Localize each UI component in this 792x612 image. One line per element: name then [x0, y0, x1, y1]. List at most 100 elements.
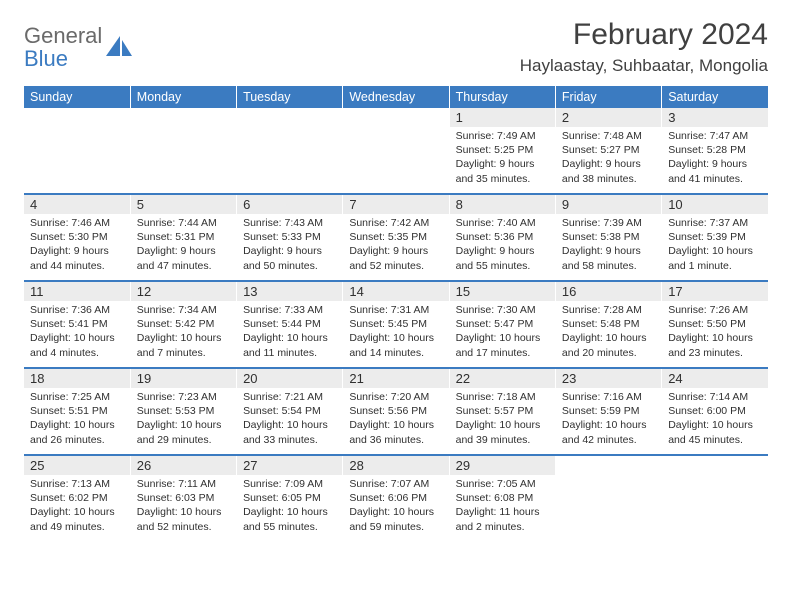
day-number: 21: [343, 369, 448, 388]
day-info: Sunrise: 7:31 AMSunset: 5:45 PMDaylight:…: [349, 303, 442, 360]
day-info: Sunrise: 7:46 AMSunset: 5:30 PMDaylight:…: [30, 216, 124, 273]
day-cell: 28Sunrise: 7:07 AMSunset: 6:06 PMDayligh…: [343, 456, 449, 542]
day-number: 10: [662, 195, 768, 214]
day-info: Sunrise: 7:20 AMSunset: 5:56 PMDaylight:…: [349, 390, 442, 447]
day-info: Sunrise: 7:36 AMSunset: 5:41 PMDaylight:…: [30, 303, 124, 360]
empty-cell: [343, 108, 449, 194]
logo-line1: General: [24, 23, 102, 48]
day-number: 16: [556, 282, 661, 301]
calendar-body: 1 Sunrise: 7:49 AMSunset: 5:25 PMDaylight…: [24, 108, 768, 542]
day-number: 2: [556, 108, 661, 127]
day-info: Sunrise: 7:13 AMSunset: 6:02 PMDaylight:…: [30, 477, 124, 534]
location: Haylaastay, Suhbaatar, Mongolia: [520, 56, 768, 76]
day-info: Sunrise: 7:44 AMSunset: 5:31 PMDaylight:…: [137, 216, 230, 273]
day-cell: 17 Sunrise: 7:26 AMSunset: 5:50 PMDayligh…: [662, 282, 768, 368]
day-info: Sunrise: 7:42 AMSunset: 5:35 PMDaylight:…: [349, 216, 442, 273]
weekday-header: Friday: [555, 86, 661, 108]
day-number: 18: [24, 369, 130, 388]
day-info: Sunrise: 7:05 AMSunset: 6:08 PMDaylight:…: [456, 477, 549, 534]
day-cell: 26 Sunrise: 7:11 AMSunset: 6:03 PMDayligh…: [130, 456, 236, 542]
logo-sail-icon: [104, 34, 134, 60]
day-number: 17: [662, 282, 768, 301]
day-info: Sunrise: 7:48 AMSunset: 5:27 PMDaylight:…: [562, 129, 655, 186]
day-info: Sunrise: 7:14 AMSunset: 6:00 PMDaylight:…: [668, 390, 762, 447]
day-number: 26: [131, 456, 236, 475]
day-number: 1: [450, 108, 555, 127]
day-cell: 4Sunrise: 7:46 AMSunset: 5:30 PMDaylight…: [24, 195, 130, 281]
day-cell: 25 Sunrise: 7:13 AMSunset: 6:02 PMDayligh…: [24, 456, 130, 542]
calendar-page: General Blue February 2024 Haylaastay, S…: [0, 0, 792, 612]
day-info: Sunrise: 7:18 AMSunset: 5:57 PMDaylight:…: [456, 390, 549, 447]
day-info: Sunrise: 7:09 AMSunset: 6:05 PMDaylight:…: [243, 477, 336, 534]
day-info: Sunrise: 7:39 AMSunset: 5:38 PMDaylight:…: [562, 216, 655, 273]
calendar-table: SundayMondayTuesdayWednesdayThursdayFrid…: [24, 86, 768, 542]
day-cell: 21 Sunrise: 7:20 AMSunset: 5:56 PMDayligh…: [343, 369, 449, 455]
day-number: 15: [450, 282, 555, 301]
day-number: 13: [237, 282, 342, 301]
day-number: 9: [556, 195, 661, 214]
day-cell: 11 Sunrise: 7:36 AMSunset: 5:41 PMDayligh…: [24, 282, 130, 368]
day-cell: 14 Sunrise: 7:31 AMSunset: 5:45 PMDayligh…: [343, 282, 449, 368]
day-number: 22: [450, 369, 555, 388]
day-cell: 8Sunrise: 7:40 AMSunset: 5:36 PMDaylight…: [449, 195, 555, 281]
day-cell: 19Sunrise: 7:23 AMSunset: 5:53 PMDayligh…: [130, 369, 236, 455]
day-number: 12: [131, 282, 236, 301]
logo-text: General Blue: [24, 24, 102, 70]
day-cell: 3Sunrise: 7:47 AMSunset: 5:28 PMDaylight…: [662, 108, 768, 194]
day-cell: 10 Sunrise: 7:37 AMSunset: 5:39 PMDayligh…: [662, 195, 768, 281]
empty-cell: [662, 456, 768, 542]
day-number: 5: [131, 195, 236, 214]
day-cell: 22 Sunrise: 7:18 AMSunset: 5:57 PMDayligh…: [449, 369, 555, 455]
day-info: Sunrise: 7:30 AMSunset: 5:47 PMDaylight:…: [456, 303, 549, 360]
day-number: 6: [237, 195, 342, 214]
day-number: 25: [24, 456, 130, 475]
day-info: Sunrise: 7:21 AMSunset: 5:54 PMDaylight:…: [243, 390, 336, 447]
day-cell: 24 Sunrise: 7:14 AMSunset: 6:00 PMDayligh…: [662, 369, 768, 455]
day-info: Sunrise: 7:49 AMSunset: 5:25 PMDaylight:…: [456, 129, 549, 186]
day-cell: 23 Sunrise: 7:16 AMSunset: 5:59 PMDayligh…: [555, 369, 661, 455]
weekday-row: SundayMondayTuesdayWednesdayThursdayFrid…: [24, 86, 768, 108]
title-block: February 2024 Haylaastay, Suhbaatar, Mon…: [520, 18, 768, 76]
weekday-header: Monday: [130, 86, 236, 108]
day-cell: 29 Sunrise: 7:05 AMSunset: 6:08 PMDayligh…: [449, 456, 555, 542]
day-number: 14: [343, 282, 448, 301]
empty-cell: [130, 108, 236, 194]
day-cell: 2 Sunrise: 7:48 AMSunset: 5:27 PMDaylight…: [555, 108, 661, 194]
week-row: 4Sunrise: 7:46 AMSunset: 5:30 PMDaylight…: [24, 195, 768, 281]
day-number: 29: [450, 456, 555, 475]
day-cell: 6 Sunrise: 7:43 AMSunset: 5:33 PMDaylight…: [237, 195, 343, 281]
day-number: 11: [24, 282, 130, 301]
day-info: Sunrise: 7:11 AMSunset: 6:03 PMDaylight:…: [137, 477, 230, 534]
day-cell: 13 Sunrise: 7:33 AMSunset: 5:44 PMDayligh…: [237, 282, 343, 368]
day-cell: 15 Sunrise: 7:30 AMSunset: 5:47 PMDayligh…: [449, 282, 555, 368]
day-cell: 7Sunrise: 7:42 AMSunset: 5:35 PMDaylight…: [343, 195, 449, 281]
weekday-header: Thursday: [449, 86, 555, 108]
day-number: 27: [237, 456, 342, 475]
empty-cell: [555, 456, 661, 542]
day-cell: 5 Sunrise: 7:44 AMSunset: 5:31 PMDaylight…: [130, 195, 236, 281]
day-number: 8: [450, 195, 555, 214]
header: General Blue February 2024 Haylaastay, S…: [24, 18, 768, 76]
day-number: 20: [237, 369, 342, 388]
day-info: Sunrise: 7:26 AMSunset: 5:50 PMDaylight:…: [668, 303, 762, 360]
day-number: 23: [556, 369, 661, 388]
day-info: Sunrise: 7:07 AMSunset: 6:06 PMDaylight:…: [349, 477, 442, 534]
calendar-head: SundayMondayTuesdayWednesdayThursdayFrid…: [24, 86, 768, 108]
week-row: 11 Sunrise: 7:36 AMSunset: 5:41 PMDayligh…: [24, 282, 768, 368]
logo: General Blue: [24, 18, 134, 70]
day-info: Sunrise: 7:33 AMSunset: 5:44 PMDaylight:…: [243, 303, 336, 360]
week-row: 1 Sunrise: 7:49 AMSunset: 5:25 PMDaylight…: [24, 108, 768, 194]
weekday-header: Saturday: [662, 86, 768, 108]
day-cell: 12Sunrise: 7:34 AMSunset: 5:42 PMDayligh…: [130, 282, 236, 368]
day-cell: 18Sunrise: 7:25 AMSunset: 5:51 PMDayligh…: [24, 369, 130, 455]
week-row: 18Sunrise: 7:25 AMSunset: 5:51 PMDayligh…: [24, 369, 768, 455]
empty-cell: [237, 108, 343, 194]
day-info: Sunrise: 7:16 AMSunset: 5:59 PMDaylight:…: [562, 390, 655, 447]
day-number: 3: [662, 108, 768, 127]
day-cell: 9 Sunrise: 7:39 AMSunset: 5:38 PMDaylight…: [555, 195, 661, 281]
weekday-header: Wednesday: [343, 86, 449, 108]
day-info: Sunrise: 7:43 AMSunset: 5:33 PMDaylight:…: [243, 216, 336, 273]
day-info: Sunrise: 7:37 AMSunset: 5:39 PMDaylight:…: [668, 216, 762, 273]
day-number: 24: [662, 369, 768, 388]
day-cell: 20 Sunrise: 7:21 AMSunset: 5:54 PMDayligh…: [237, 369, 343, 455]
